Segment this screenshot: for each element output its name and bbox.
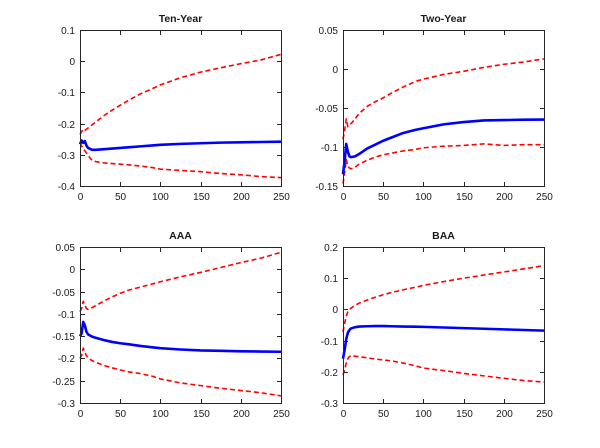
y-axis-tick-label: 0.05 — [319, 26, 339, 37]
x-axis-tick-label: 50 — [378, 409, 390, 420]
series-upper-band-line — [79, 53, 282, 135]
series-upper-band-line — [342, 58, 545, 140]
y-axis-tick-label: -0.2 — [58, 120, 76, 131]
x-axis-tick-label: 50 — [115, 192, 127, 203]
x-axis-tick-label: 150 — [456, 192, 473, 203]
y-axis-tick-label: 0 — [332, 65, 338, 76]
y-axis-tick-label: -0.15 — [52, 332, 75, 343]
y-axis-tick-label: 0.2 — [324, 243, 338, 254]
subplot-title-two-year: Two-Year — [420, 13, 467, 25]
series-upper-band-line — [79, 251, 282, 312]
series-lower-band-line — [342, 354, 545, 383]
plot-aaa: 0 50 100 150 200 250 0.05 0 -0.05 -0.1 -0.15 -0.2 -0… — [52, 243, 290, 420]
y-axis-tick-label: 0.1 — [61, 26, 75, 37]
x-axis-tick-label: 0 — [78, 409, 84, 420]
x-axis-tick-label: 250 — [273, 409, 290, 420]
x-axis-tick-label: 100 — [415, 409, 432, 420]
series-median-line — [78, 139, 282, 152]
y-axis-tick-label: -0.2 — [321, 368, 339, 379]
x-axis-tick-label: 200 — [496, 409, 513, 420]
x-axis-tick-label: 250 — [536, 409, 553, 420]
x-axis-tick-label: 200 — [496, 192, 513, 203]
series-median-line — [341, 324, 545, 359]
y-axis-tick-label: 0 — [69, 57, 75, 68]
plot-two-year: 0 50 100 150 200 250 0.05 0 -0.05 -0.1 -0.15 — [315, 26, 553, 203]
series-lower-band-line — [342, 143, 544, 184]
x-axis-tick-label: 150 — [456, 409, 473, 420]
y-axis-tick-label: -0.1 — [321, 337, 339, 348]
y-axis-tick-label: -0.1 — [321, 143, 339, 154]
x-axis-tick-label: 250 — [273, 192, 290, 203]
series-lower-band-line — [79, 142, 282, 179]
x-axis-tick-label: 50 — [115, 409, 127, 420]
y-axis-tick-label: -0.05 — [52, 288, 75, 299]
y-axis-tick-label: -0.05 — [315, 104, 338, 115]
subplot-title-aaa: AAA — [169, 230, 192, 242]
y-axis-tick-label: 0.05 — [56, 243, 76, 254]
series-lower-band-line — [79, 347, 282, 397]
y-axis-tick-label: -0.15 — [315, 182, 338, 193]
plot-ten-year: 0 50 100 150 200 250 0.1 0 -0.1 -0.2 -0.3 -0.4 — [58, 26, 291, 203]
y-axis-tick-label: -0.3 — [58, 399, 76, 410]
x-axis-tick-label: 50 — [378, 192, 390, 203]
x-axis-tick-label: 200 — [233, 192, 250, 203]
series-median-line — [78, 320, 282, 354]
x-axis-tick-label: 0 — [341, 192, 347, 203]
axes-box — [343, 30, 545, 187]
x-axis-tick-label: 150 — [193, 192, 210, 203]
y-axis-tick-label: -0.3 — [321, 399, 339, 410]
axes-box — [80, 247, 282, 404]
x-axis-tick-label: 100 — [415, 192, 432, 203]
plot-baa: 0 50 100 150 200 250 0.2 0.1 0 -0.1 -0.2 -0.3 — [321, 243, 554, 420]
y-axis-tick-label: 0.1 — [324, 274, 338, 285]
series-upper-band-line — [342, 264, 545, 333]
x-axis-tick-label: 0 — [78, 192, 84, 203]
x-axis-tick-label: 250 — [536, 192, 553, 203]
y-axis-tick-label: 0 — [332, 305, 338, 316]
subplot-title-baa: BAA — [432, 230, 455, 242]
series-median-line — [341, 118, 545, 175]
y-axis-tick-label: -0.1 — [58, 310, 76, 321]
axes-box — [80, 30, 282, 187]
y-axis-tick-label: 0 — [69, 265, 75, 276]
y-axis-tick-label: -0.4 — [58, 182, 76, 193]
x-axis-tick-label: 150 — [193, 409, 210, 420]
y-axis-tick-label: -0.3 — [58, 151, 76, 162]
x-axis-tick-label: 100 — [152, 192, 169, 203]
x-axis-tick-label: 100 — [152, 409, 169, 420]
y-axis-tick-label: -0.1 — [58, 88, 76, 99]
subplot-title-ten-year: Ten-Year — [158, 13, 203, 25]
axes-box — [343, 247, 545, 404]
x-axis-tick-label: 0 — [341, 409, 347, 420]
x-axis-tick-label: 200 — [233, 409, 250, 420]
y-axis-tick-label: -0.25 — [52, 377, 75, 388]
y-axis-tick-label: -0.2 — [58, 354, 76, 365]
